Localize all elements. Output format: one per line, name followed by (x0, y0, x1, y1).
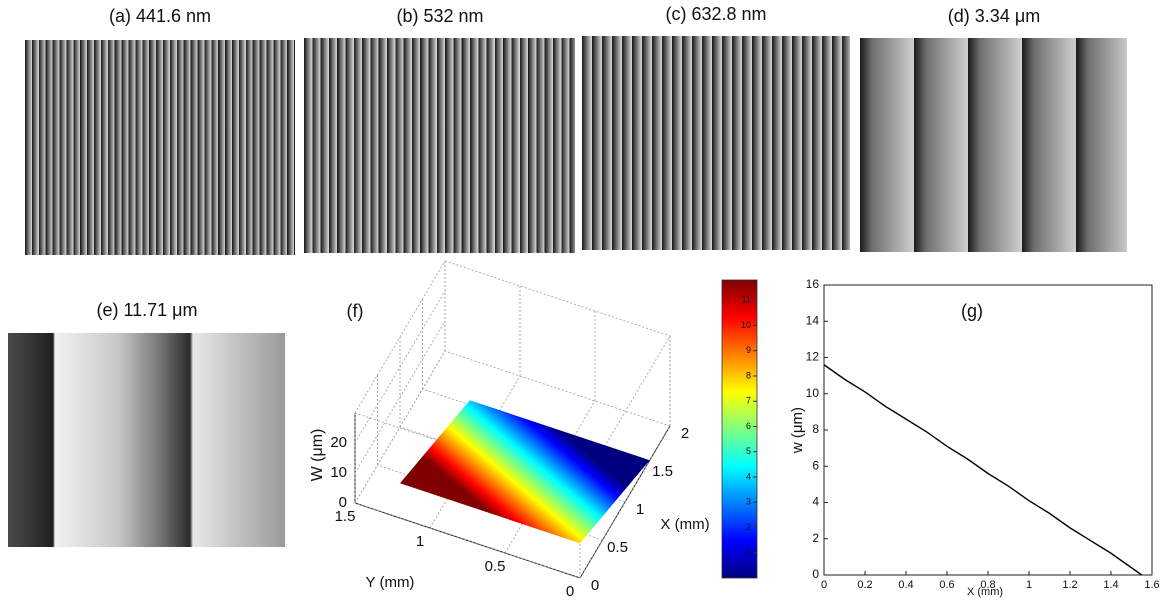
x-tick-label: 1.4 (1103, 579, 1118, 591)
panel-label: (c) 632.8 nm (665, 4, 767, 24)
x-tick-label: 1.6 (1144, 579, 1159, 591)
x-tick-label: 2 (681, 425, 689, 442)
chart-title: (f) (347, 301, 364, 321)
y-tick-label: 2 (812, 531, 819, 545)
panel-label: (e) 11.71 μm (96, 300, 198, 320)
panel-label: (a) 441.6 nm (108, 6, 212, 26)
surface (400, 400, 650, 544)
x-tick-label: 1 (1026, 579, 1032, 591)
grid-line (422, 388, 648, 465)
y-tick-label: 1 (416, 533, 424, 550)
x-tick-label: 1.2 (1062, 579, 1077, 591)
x-tick-label: 0.2 (857, 579, 872, 591)
colorbar-tick-label: 10 (741, 320, 751, 330)
fringe-image (582, 36, 850, 250)
x-tick-label: 0.5 (607, 539, 628, 556)
colorbar-tick-label: 4 (746, 471, 751, 481)
colorbar-tick-label: 11 (742, 295, 751, 305)
x-tick-label: 0.8 (980, 579, 995, 591)
y-tick-label: 14 (806, 313, 820, 327)
colorbar-tick-label: 7 (746, 396, 751, 406)
plot-area (823, 284, 1153, 576)
grid-line (444, 350, 671, 427)
y-axis-label: w (μm) (789, 407, 806, 454)
grid-line (354, 320, 446, 474)
y-axis-label: Y (mm) (366, 574, 415, 591)
x-tick-label: 0 (591, 577, 599, 594)
colorbar-tick-label: 1 (746, 547, 751, 557)
z-axis-label: W (μm) (309, 429, 326, 482)
x-tick-label: 0.6 (939, 579, 954, 591)
y-tick-label: 10 (806, 386, 820, 400)
y-tick-label: 4 (812, 495, 819, 509)
colorbar (721, 279, 758, 579)
data-line (823, 364, 1143, 576)
grid-line (354, 502, 581, 579)
y-tick-label: 0.5 (485, 558, 506, 575)
colorbar-tick-label: 2 (746, 522, 751, 532)
colorbar-tick-label: 6 (746, 421, 751, 431)
z-tick-label: 20 (330, 434, 347, 451)
fringe-image (304, 38, 575, 253)
fringe-image (860, 38, 1127, 252)
grid-line (354, 290, 446, 444)
colorbar-tick-label: 9 (746, 345, 751, 355)
fringe-image (25, 40, 295, 255)
x-axis-label: X (mm) (967, 586, 1003, 598)
panel-label: (b) 532 nm (396, 6, 484, 26)
x-tick-label: 1.5 (652, 463, 673, 480)
panel-label: (d) 3.34 μm (947, 6, 1041, 26)
y-tick-label: 0 (812, 567, 819, 581)
y-tick-label: 8 (812, 422, 819, 436)
box-edge (444, 260, 671, 337)
colorbar-tick-label: 5 (746, 446, 751, 456)
y-tick-label: 16 (806, 277, 820, 291)
z-tick-label: 10 (330, 464, 347, 481)
z-tick-label: 0 (339, 494, 347, 511)
colorbar-tick-label: 8 (746, 370, 751, 380)
y-tick-label: 0 (566, 583, 574, 600)
x-tick-label: 1 (636, 501, 644, 518)
y-tick-label: 6 (812, 458, 819, 472)
colorbar-tick-label: 3 (746, 497, 751, 507)
x-tick-label: 0.4 (898, 579, 913, 591)
x-tick-label: 0 (821, 579, 827, 591)
grid-line (354, 350, 446, 504)
chart-title: (g) (961, 301, 983, 321)
y-tick-label: 1.5 (335, 508, 356, 525)
grid-line (579, 425, 671, 579)
x-axis-label: X (mm) (660, 516, 709, 533)
fringe-image (8, 333, 285, 547)
y-tick-label: 12 (806, 350, 820, 364)
